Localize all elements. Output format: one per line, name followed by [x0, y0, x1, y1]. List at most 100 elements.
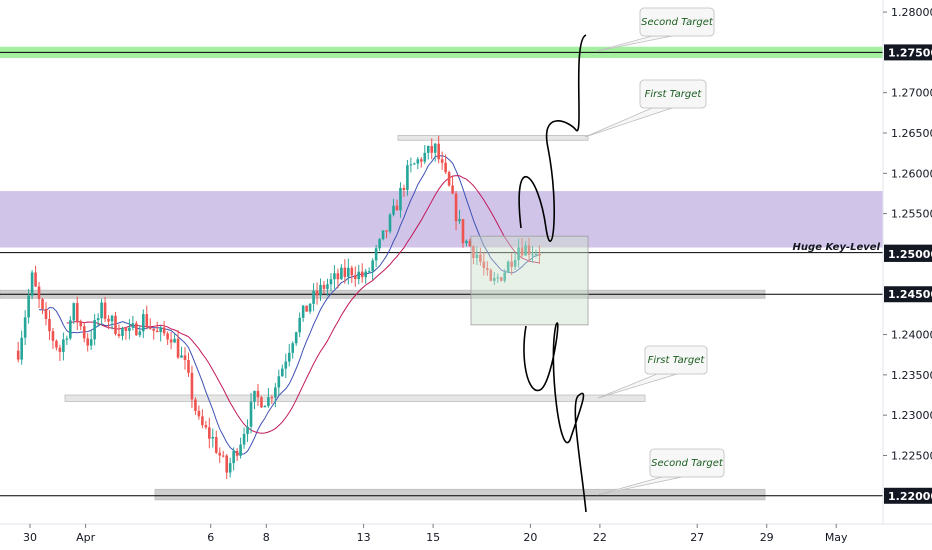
- candle-body: [465, 240, 468, 244]
- candle-body: [406, 165, 409, 190]
- candle-body: [458, 219, 461, 222]
- candle-body: [100, 302, 103, 319]
- candle-body: [340, 267, 343, 280]
- candle-body: [148, 327, 152, 329]
- callout-label: First Target: [648, 355, 706, 366]
- candle-body: [16, 350, 20, 360]
- candles-layer: [16, 135, 541, 479]
- candle-body: [27, 295, 30, 318]
- price-tag-label: 1.22000: [888, 490, 932, 503]
- candle-body: [201, 416, 204, 426]
- candle-body: [534, 253, 538, 255]
- candle-body: [451, 185, 454, 194]
- candle-body: [479, 254, 482, 262]
- candle-body: [65, 338, 69, 340]
- candle-body: [221, 455, 225, 457]
- candle-body: [513, 260, 517, 267]
- target-callout: First Target: [584, 79, 707, 138]
- time-axis[interactable]: 30 Apr 6 8 13 15 20 22 27 29 May: [0, 523, 932, 550]
- callout-label: First Target: [645, 89, 703, 100]
- candle-body: [69, 320, 72, 339]
- candle-body: [385, 230, 388, 232]
- candle-body: [423, 152, 427, 162]
- target-callout: Second Target: [596, 7, 715, 52]
- candle-body: [367, 271, 371, 273]
- candle-body: [343, 267, 347, 277]
- price-tick-label: 1.27000: [891, 87, 932, 100]
- target-callout: Second Target: [596, 448, 725, 496]
- candle-body: [187, 360, 190, 373]
- price-tick-label: 1.23500: [891, 369, 932, 382]
- candle-body: [20, 337, 23, 360]
- price-tag-bg: [884, 286, 932, 303]
- price-axis[interactable]: 1.28000 1.27000 1.26500 1.26000 1.25500 1.240…: [882, 0, 932, 550]
- candle-body: [503, 272, 506, 281]
- candle-body: [281, 368, 284, 377]
- moving-average-fast: [38, 155, 540, 455]
- callout-box: [644, 345, 708, 375]
- callout-box: [649, 448, 725, 478]
- price-tag-label: 1.24500: [888, 288, 932, 301]
- callout-label: Second Target: [651, 458, 724, 469]
- candle-body: [440, 159, 444, 163]
- price-tick-label: 1.22500: [891, 449, 932, 462]
- candle-body: [531, 254, 534, 256]
- candle-body: [402, 187, 406, 190]
- candle-body: [301, 305, 305, 318]
- candle-body: [416, 159, 420, 164]
- key-level-label: Huge Key-Level: [793, 242, 881, 253]
- candle-body: [312, 290, 315, 304]
- callout-box: [639, 7, 715, 37]
- candle-body: [353, 275, 357, 280]
- candle-body: [388, 214, 392, 232]
- target-callout: First Target: [597, 345, 708, 399]
- candle-body: [159, 327, 162, 333]
- candle-body: [86, 338, 89, 346]
- time-tick-label: 22: [593, 531, 607, 544]
- candle-body: [350, 267, 354, 276]
- candle-body: [256, 390, 260, 398]
- candle-body: [194, 399, 197, 411]
- candle-body: [291, 343, 295, 353]
- candle-body: [520, 247, 524, 256]
- price-tag-label: 1.25000: [888, 248, 932, 261]
- candle-body: [48, 318, 51, 332]
- candle-body: [496, 277, 500, 279]
- candle-body: [246, 426, 249, 434]
- candle-body: [34, 272, 37, 287]
- candle-body: [75, 303, 79, 322]
- candle-body: [242, 433, 246, 445]
- candle-body: [41, 299, 44, 309]
- candle-body: [527, 245, 531, 255]
- price-tag-bg: [884, 245, 932, 262]
- candle-body: [51, 331, 55, 341]
- candle-body: [517, 247, 520, 261]
- candle-body: [444, 162, 447, 173]
- candle-body: [260, 397, 263, 408]
- candle-body: [225, 455, 228, 473]
- candle-body: [121, 328, 124, 336]
- candle-body: [93, 320, 96, 340]
- candle-body: [360, 271, 364, 278]
- candle-body: [82, 326, 86, 339]
- candle-body: [23, 317, 27, 338]
- candle-body: [135, 323, 138, 336]
- candle-body: [204, 425, 208, 428]
- price-tag-bg: [884, 44, 932, 61]
- candle-body: [124, 328, 128, 331]
- key-level-zone: [0, 191, 883, 248]
- candle-body: [110, 315, 114, 322]
- candle-body: [420, 159, 423, 162]
- candle-body: [298, 317, 301, 333]
- candle-body: [211, 437, 215, 439]
- candle-body: [413, 163, 416, 165]
- lower-band: [154, 488, 766, 501]
- candle-body: [374, 248, 378, 261]
- candle-body: [475, 254, 479, 258]
- candle-body: [409, 164, 413, 166]
- candle-body: [499, 277, 503, 281]
- candle-body: [315, 290, 319, 296]
- candle-body: [472, 246, 475, 258]
